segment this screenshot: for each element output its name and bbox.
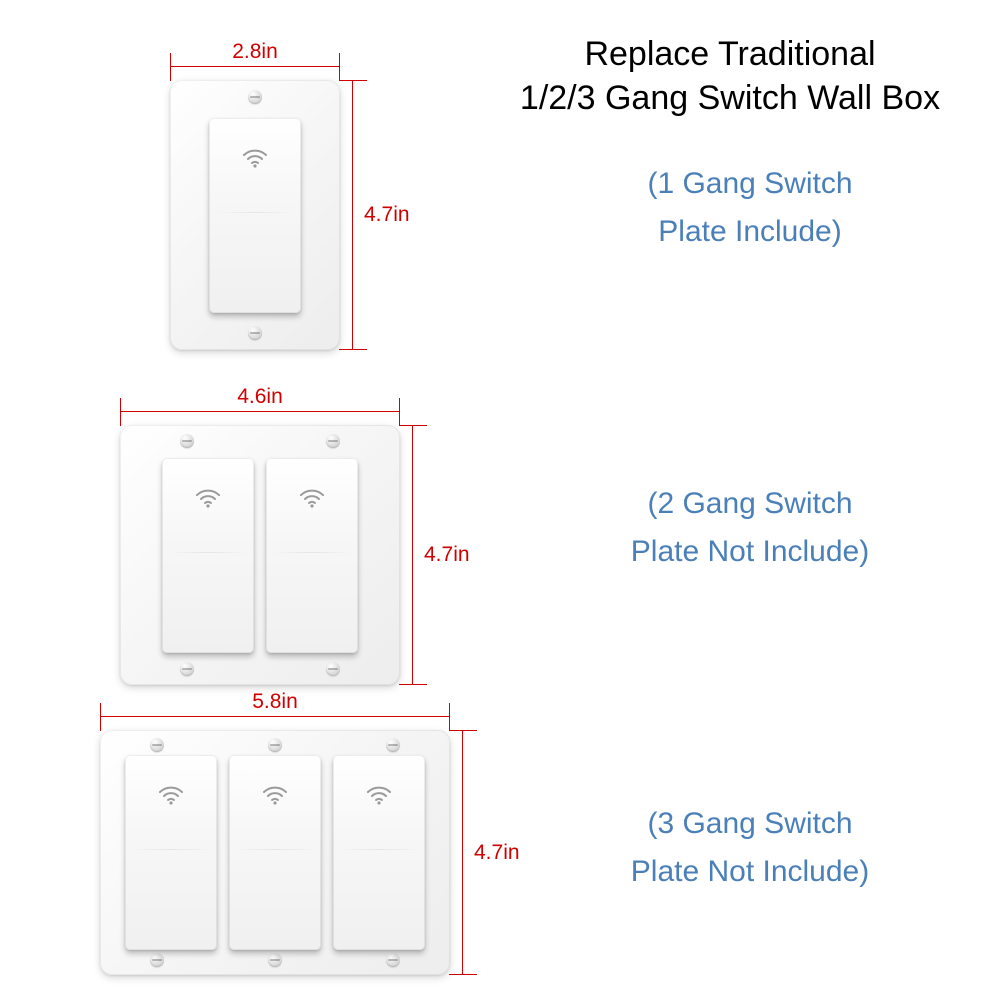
caption-2-gang: (2 Gang Switch Plate Not Include)	[560, 480, 940, 576]
title-line-1: Replace Traditional	[584, 35, 875, 73]
wifi-icon	[298, 486, 326, 508]
wifi-icon	[194, 486, 222, 508]
switch-plate-3-gang	[100, 730, 450, 975]
switch-row	[209, 118, 301, 313]
switch-plate-1-gang	[170, 80, 340, 350]
caption-line: Plate Include)	[658, 215, 841, 248]
screw-icon	[268, 738, 282, 752]
wifi-icon	[241, 146, 269, 168]
caption-1-gang: (1 Gang Switch Plate Include)	[560, 160, 940, 256]
dimension-label: 4.7in	[474, 841, 520, 865]
screw-icon	[180, 434, 194, 448]
screw-icon	[180, 662, 194, 676]
dimension-label: 2.8in	[232, 40, 278, 64]
dimension-width-3: 5.8in	[100, 716, 450, 730]
dimension-bar	[120, 411, 400, 425]
switch-row	[162, 458, 358, 653]
infographic-title: Replace Traditional 1/2/3 Gang Switch Wa…	[480, 32, 980, 120]
caption-line: (2 Gang Switch	[647, 487, 852, 520]
dimension-bar	[100, 716, 450, 730]
caption-line: (3 Gang Switch	[647, 807, 852, 840]
caption-3-gang: (3 Gang Switch Plate Not Include)	[560, 800, 940, 896]
dimension-label: 5.8in	[252, 690, 298, 714]
switch-plate-2-gang	[120, 425, 400, 685]
paddle-switch	[266, 458, 358, 653]
screw-icon	[150, 953, 164, 967]
paddle-switch	[229, 755, 321, 950]
dimension-bar	[170, 66, 340, 80]
paddle-switch	[125, 755, 217, 950]
title-line-2: 1/2/3 Gang Switch Wall Box	[520, 79, 940, 117]
screw-icon	[326, 662, 340, 676]
screw-icon	[386, 738, 400, 752]
paddle-switch	[162, 458, 254, 653]
dimension-label: 4.7in	[424, 543, 470, 567]
wifi-icon	[157, 783, 185, 805]
dimension-width-2: 4.6in	[120, 411, 400, 425]
dimension-height-2: 4.7in	[412, 425, 426, 685]
dimension-label: 4.6in	[237, 385, 283, 409]
dimension-label: 4.7in	[364, 203, 410, 227]
screw-icon	[326, 434, 340, 448]
paddle-switch	[333, 755, 425, 950]
screw-icon	[150, 738, 164, 752]
caption-line: Plate Not Include)	[631, 855, 869, 888]
wifi-icon	[365, 783, 393, 805]
wifi-icon	[261, 783, 289, 805]
caption-line: (1 Gang Switch	[647, 167, 852, 200]
switch-row	[125, 755, 425, 950]
paddle-switch	[209, 118, 301, 313]
screw-icon	[248, 326, 262, 340]
caption-line: Plate Not Include)	[631, 535, 869, 568]
screw-icon	[268, 953, 282, 967]
dimension-height-1: 4.7in	[352, 80, 366, 350]
screw-icon	[386, 953, 400, 967]
dimension-width-1: 2.8in	[170, 66, 340, 80]
screw-icon	[248, 90, 262, 104]
dimension-height-3: 4.7in	[462, 730, 476, 975]
